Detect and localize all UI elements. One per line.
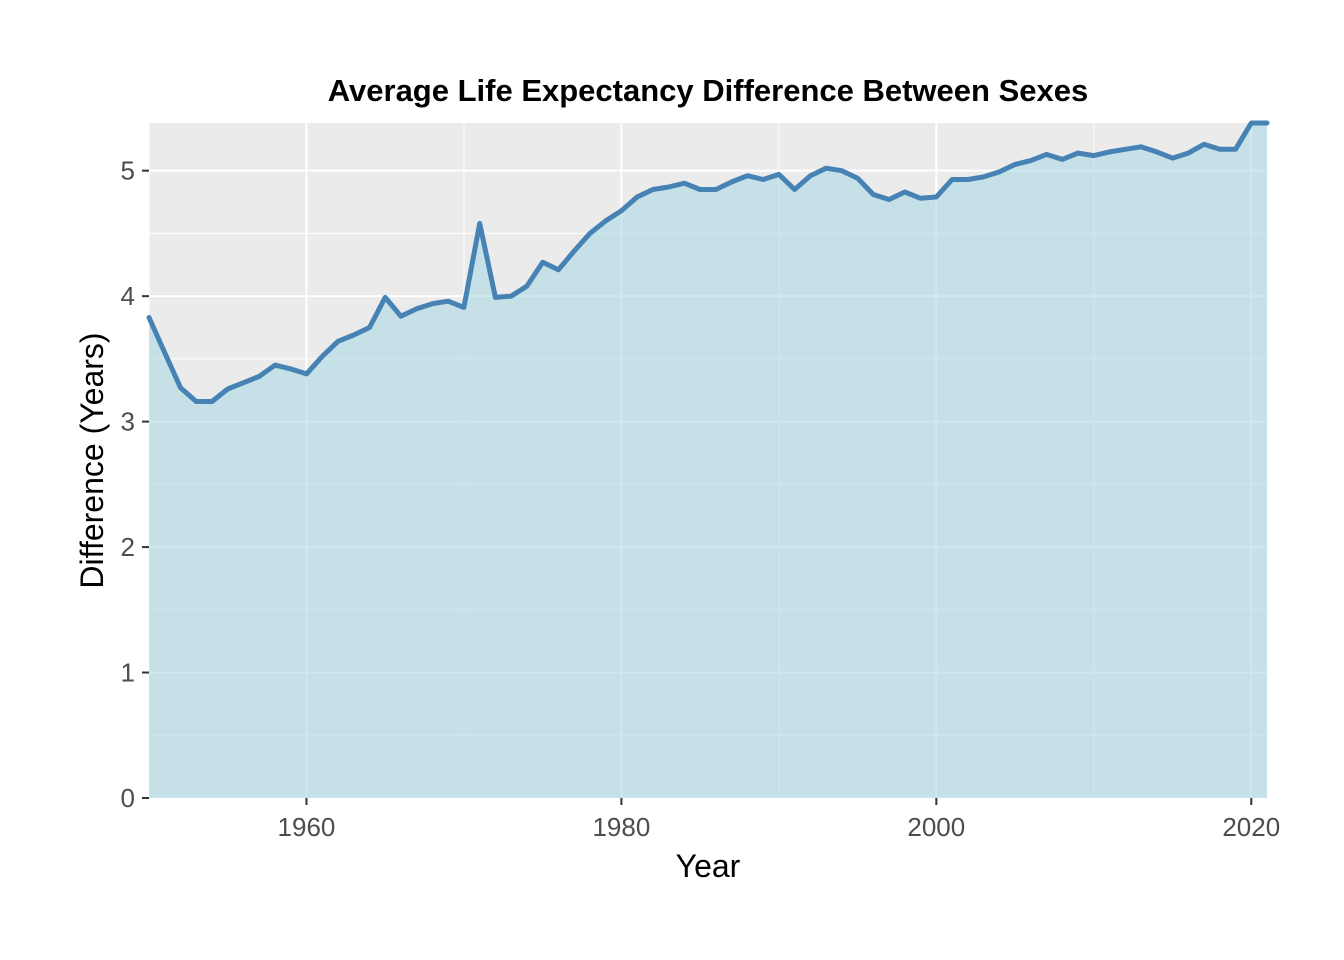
x-tick-label: 1980 [592,812,650,842]
y-tick-label: 1 [121,658,135,688]
y-axis: 0 1 2 3 4 5 [121,156,149,813]
y-tick-label: 2 [121,532,135,562]
y-tick-label: 5 [121,156,135,186]
x-axis: 1960 1980 2000 2020 [278,798,1280,842]
area-fill [149,123,1267,798]
y-axis-title: Difference (Years) [74,332,110,588]
x-tick-label: 2020 [1222,812,1280,842]
series-line [146,120,1270,404]
y-tick-label: 3 [121,407,135,437]
x-tick-label: 2000 [907,812,965,842]
x-tick-label: 1960 [278,812,336,842]
y-tick-label: 0 [121,783,135,813]
chart-title: Average Life Expectancy Difference Betwe… [328,73,1088,108]
y-tick-label: 4 [121,281,135,311]
x-axis-title: Year [676,848,741,884]
